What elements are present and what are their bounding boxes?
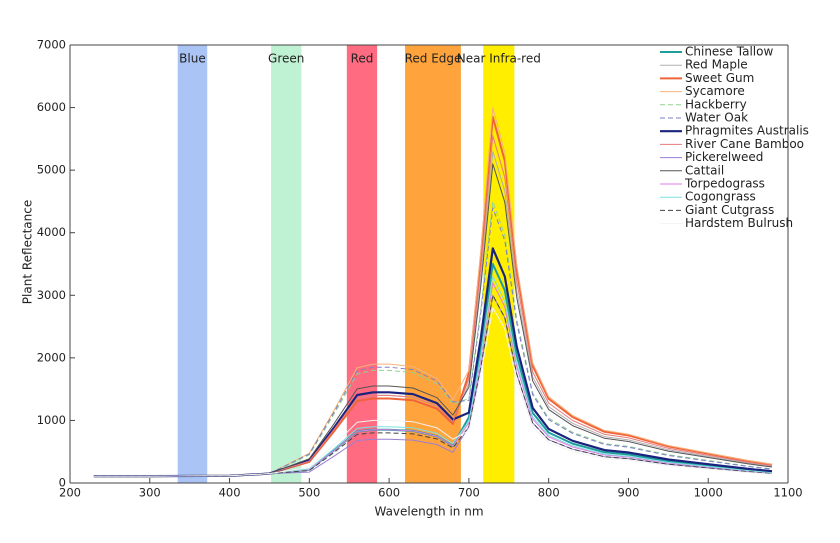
- legend-label: Chinese Tallow: [685, 45, 773, 59]
- band-label: Red: [351, 52, 374, 66]
- series-line: [93, 207, 773, 477]
- x-tick-label: 700: [458, 486, 480, 500]
- legend-label: Hackberry: [685, 97, 747, 111]
- y-tick-label: 6000: [37, 100, 66, 114]
- legend-label: Water Oak: [685, 111, 748, 125]
- x-tick-label: 1000: [694, 486, 723, 500]
- legend-label: Sycamore: [685, 84, 745, 98]
- y-tick-label: 5000: [37, 163, 66, 177]
- y-tick-label: 0: [59, 476, 66, 490]
- band-label: Near Infra-red: [457, 52, 541, 66]
- series-line: [93, 163, 773, 477]
- x-tick-label: 800: [538, 486, 560, 500]
- y-tick-label: 4000: [37, 225, 66, 239]
- x-axis-label: Wavelength in nm: [374, 505, 483, 519]
- legend-label: Sweet Gum: [685, 71, 754, 85]
- legend-label: Red Maple: [685, 58, 748, 72]
- band: [177, 45, 208, 483]
- axes: 200 300 400 500 600 700 800 900 1000 1100 0 1000 200…: [37, 38, 803, 500]
- legend-label: Torpedograss: [684, 177, 765, 191]
- x-tick-label: 1100: [773, 486, 802, 500]
- band-label: Green: [268, 52, 304, 66]
- legend-label: Pickerelweed: [685, 150, 763, 164]
- y-tick-label: 1000: [37, 413, 66, 427]
- series-line: [93, 282, 773, 477]
- band-label: Blue: [179, 52, 206, 66]
- band: [346, 45, 378, 483]
- band: [405, 45, 461, 483]
- band-label: Red Edge: [405, 52, 462, 66]
- legend-label: Cogongrass: [685, 190, 756, 204]
- legend-label: Cattail: [685, 163, 724, 177]
- legend-label: River Cane Bamboo: [685, 137, 804, 151]
- series-line: [93, 307, 773, 477]
- legend-label: Phragmites Australis: [685, 124, 809, 138]
- x-tick-label: 900: [617, 486, 639, 500]
- y-tick-label: 7000: [37, 38, 66, 52]
- legend-label: Giant Cutgrass: [685, 203, 774, 217]
- y-tick-label: 2000: [37, 350, 66, 364]
- y-tick-label: 3000: [37, 288, 66, 302]
- series-line: [93, 135, 773, 477]
- y-axis-label: Plant Reflectance: [21, 200, 35, 304]
- lines: [93, 107, 773, 478]
- legend-label: Hardstem Bulrush: [685, 216, 793, 230]
- x-tick-label: 600: [378, 486, 400, 500]
- band: [271, 45, 302, 483]
- x-tick-label: 300: [139, 486, 161, 500]
- x-tick-label: 200: [59, 486, 81, 500]
- series-line: [93, 276, 773, 477]
- series-line: [93, 247, 773, 478]
- x-tick-label: 400: [219, 486, 241, 500]
- x-tick-label: 500: [298, 486, 320, 500]
- series-line: [93, 294, 773, 477]
